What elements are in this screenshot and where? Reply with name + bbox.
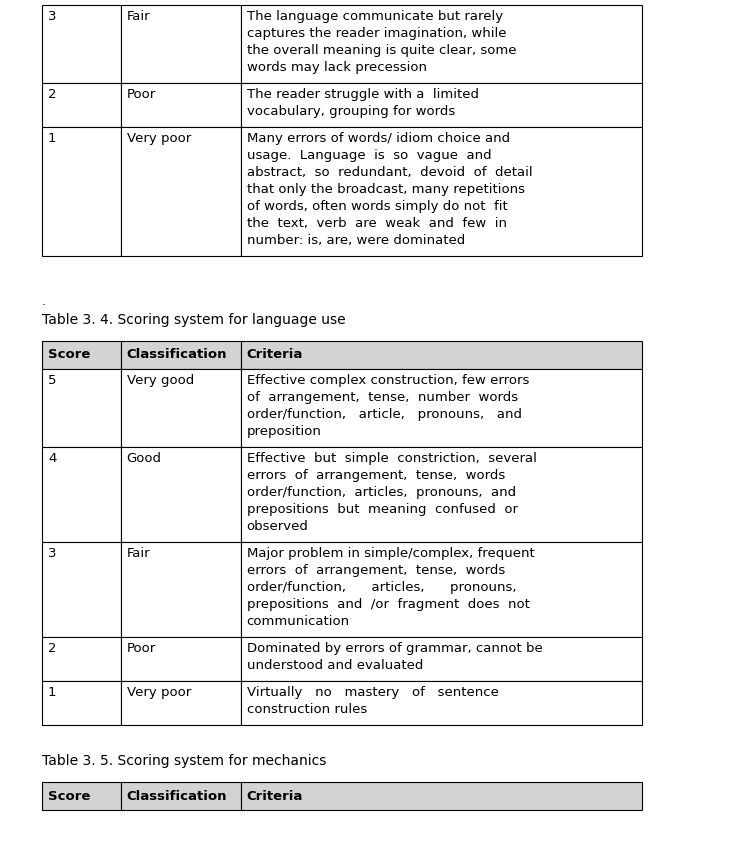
Text: order/function,      articles,      pronouns,: order/function, articles, pronouns, bbox=[247, 581, 516, 594]
Text: 2: 2 bbox=[48, 642, 57, 655]
Bar bbox=[121, 447, 241, 542]
Text: Fair: Fair bbox=[127, 10, 150, 23]
Bar bbox=[42, 5, 121, 83]
Text: Effective complex construction, few errors: Effective complex construction, few erro… bbox=[247, 374, 529, 387]
Bar bbox=[241, 681, 642, 725]
Text: 5: 5 bbox=[48, 374, 57, 387]
Bar bbox=[42, 681, 121, 725]
Text: Fair: Fair bbox=[127, 547, 150, 560]
Text: understood and evaluated: understood and evaluated bbox=[247, 659, 423, 672]
Bar bbox=[121, 127, 241, 256]
Bar bbox=[241, 447, 642, 542]
Bar bbox=[42, 637, 121, 681]
Text: errors  of  arrangement,  tense,  words: errors of arrangement, tense, words bbox=[247, 564, 505, 577]
Bar bbox=[241, 83, 642, 127]
Text: of words, often words simply do not  fit: of words, often words simply do not fit bbox=[247, 200, 507, 213]
Text: Score: Score bbox=[48, 789, 91, 802]
Text: order/function,  articles,  pronouns,  and: order/function, articles, pronouns, and bbox=[247, 486, 516, 499]
Text: Classification: Classification bbox=[127, 349, 227, 362]
Text: The language communicate but rarely: The language communicate but rarely bbox=[247, 10, 503, 23]
Bar bbox=[241, 782, 642, 810]
Text: Effective  but  simple  constriction,  several: Effective but simple constriction, sever… bbox=[247, 452, 537, 465]
Bar bbox=[42, 542, 121, 637]
Bar bbox=[42, 341, 121, 369]
Text: preposition: preposition bbox=[247, 425, 322, 438]
Bar bbox=[241, 637, 642, 681]
Text: construction rules: construction rules bbox=[247, 703, 367, 716]
Text: Very good: Very good bbox=[127, 374, 194, 387]
Bar bbox=[121, 542, 241, 637]
Text: prepositions  and  /or  fragment  does  not: prepositions and /or fragment does not bbox=[247, 598, 529, 611]
Text: captures the reader imagination, while: captures the reader imagination, while bbox=[247, 27, 506, 40]
Bar bbox=[42, 83, 121, 127]
Bar bbox=[42, 369, 121, 447]
Text: 3: 3 bbox=[48, 547, 57, 560]
Text: Table 3. 5. Scoring system for mechanics: Table 3. 5. Scoring system for mechanics bbox=[42, 754, 326, 768]
Text: number: is, are, were dominated: number: is, are, were dominated bbox=[247, 234, 465, 247]
Bar bbox=[42, 447, 121, 542]
Text: Poor: Poor bbox=[127, 642, 156, 655]
Text: 3: 3 bbox=[48, 10, 57, 23]
Text: 2: 2 bbox=[48, 88, 57, 101]
Text: prepositions  but  meaning  confused  or: prepositions but meaning confused or bbox=[247, 503, 517, 516]
Text: Major problem in simple/complex, frequent: Major problem in simple/complex, frequen… bbox=[247, 547, 534, 560]
Text: errors  of  arrangement,  tense,  words: errors of arrangement, tense, words bbox=[247, 469, 505, 482]
Text: Score: Score bbox=[48, 349, 91, 362]
Text: the overall meaning is quite clear, some: the overall meaning is quite clear, some bbox=[247, 44, 516, 57]
Bar bbox=[241, 542, 642, 637]
Text: Very poor: Very poor bbox=[127, 132, 191, 145]
Text: 4: 4 bbox=[48, 452, 57, 465]
Bar bbox=[42, 782, 121, 810]
Text: usage.  Language  is  so  vague  and: usage. Language is so vague and bbox=[247, 149, 492, 162]
Text: Classification: Classification bbox=[127, 789, 227, 802]
Text: vocabulary, grouping for words: vocabulary, grouping for words bbox=[247, 105, 455, 118]
Bar bbox=[121, 782, 241, 810]
Text: Criteria: Criteria bbox=[247, 789, 303, 802]
Text: Poor: Poor bbox=[127, 88, 156, 101]
Bar bbox=[121, 83, 241, 127]
Text: 1: 1 bbox=[48, 132, 57, 145]
Bar bbox=[121, 637, 241, 681]
Text: the  text,  verb  are  weak  and  few  in: the text, verb are weak and few in bbox=[247, 217, 506, 230]
Text: Very poor: Very poor bbox=[127, 686, 191, 699]
Text: Good: Good bbox=[127, 452, 162, 465]
Bar bbox=[241, 341, 642, 369]
Text: observed: observed bbox=[247, 520, 308, 533]
Bar bbox=[121, 369, 241, 447]
Text: .: . bbox=[42, 295, 46, 308]
Text: The reader struggle with a  limited: The reader struggle with a limited bbox=[247, 88, 478, 101]
Text: of  arrangement,  tense,  number  words: of arrangement, tense, number words bbox=[247, 391, 518, 404]
Text: abstract,  so  redundant,  devoid  of  detail: abstract, so redundant, devoid of detail bbox=[247, 166, 532, 179]
Text: words may lack precession: words may lack precession bbox=[247, 61, 427, 74]
Bar bbox=[42, 127, 121, 256]
Text: 1: 1 bbox=[48, 686, 57, 699]
Bar bbox=[241, 5, 642, 83]
Text: order/function,   article,   pronouns,   and: order/function, article, pronouns, and bbox=[247, 408, 522, 421]
Bar bbox=[121, 341, 241, 369]
Text: Table 3. 4. Scoring system for language use: Table 3. 4. Scoring system for language … bbox=[42, 313, 346, 327]
Text: Virtually   no   mastery   of   sentence: Virtually no mastery of sentence bbox=[247, 686, 498, 699]
Text: Criteria: Criteria bbox=[247, 349, 303, 362]
Text: that only the broadcast, many repetitions: that only the broadcast, many repetition… bbox=[247, 183, 525, 196]
Bar bbox=[241, 127, 642, 256]
Bar bbox=[241, 369, 642, 447]
Text: Dominated by errors of grammar, cannot be: Dominated by errors of grammar, cannot b… bbox=[247, 642, 542, 655]
Text: Many errors of words/ idiom choice and: Many errors of words/ idiom choice and bbox=[247, 132, 510, 145]
Text: communication: communication bbox=[247, 615, 350, 628]
Bar bbox=[121, 681, 241, 725]
Bar bbox=[121, 5, 241, 83]
